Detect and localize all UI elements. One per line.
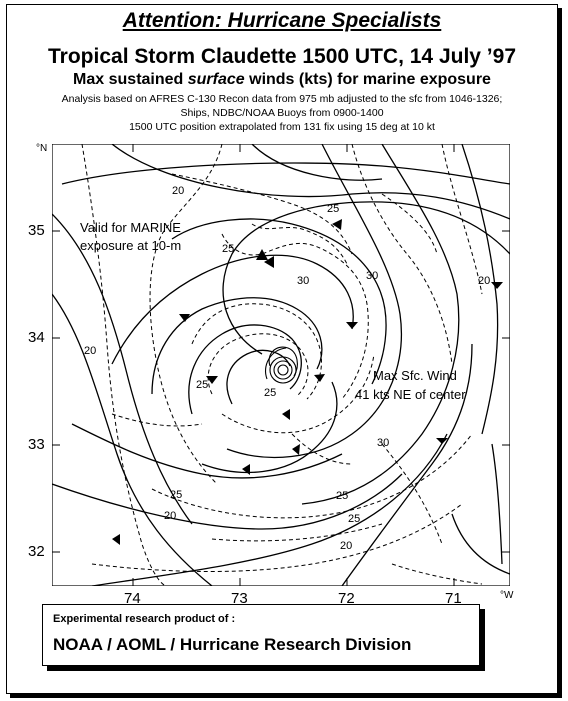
lat-tick-marks (52, 230, 510, 553)
analysis-line: Analysis based on AFRES C-130 Recon data… (61, 93, 503, 105)
isotach-label: 30 (297, 275, 309, 287)
flow-arrows (112, 219, 503, 545)
isotach-label: 20 (478, 275, 490, 287)
subtitle-part-2: surface (187, 71, 245, 88)
isotach-label: 25 (336, 490, 348, 502)
subtitle-part-3: winds (kts) for marine exposure (244, 71, 491, 88)
lon-tick-label: 71 (445, 590, 462, 607)
lat-tick-label: 34 (28, 329, 45, 346)
position-line: 1500 UTC position extrapolated from 131 … (129, 121, 435, 133)
lat-tick-label: 32 (28, 543, 45, 560)
subtitle-part-1: Max sustained (73, 71, 188, 88)
ships-line: Ships, NDBC/NOAA Buoys from 0900-1400 (180, 107, 384, 119)
lon-tick-label: 72 (338, 590, 355, 607)
isotach-label: 20 (84, 345, 96, 357)
isotach-label: 25 (222, 243, 234, 255)
isotach-label: 20 (340, 540, 352, 552)
isotach-label: 20 (164, 510, 176, 522)
isotach-label: 25 (196, 379, 208, 391)
lon-tick-label: 74 (124, 590, 141, 607)
max-wind-line-2: 41 kts NE of center (355, 387, 466, 402)
isotach-label: 30 (366, 270, 378, 282)
isotach-label: 20 (172, 185, 184, 197)
credit-box: Experimental research product of : NOAA … (42, 604, 480, 666)
isotachs (81, 144, 483, 586)
isotach-label: 25 (348, 513, 360, 525)
storm-center-spiral (265, 346, 298, 384)
valid-note-line-1: Valid for MARINE (80, 220, 181, 235)
lon-unit-label: °W (500, 590, 514, 601)
credit-line-2: NOAA / AOML / Hurricane Research Divisio… (53, 635, 412, 654)
valid-note-line-2: exposure at 10-m (80, 238, 181, 253)
credit-line-1: Experimental research product of : (53, 613, 236, 625)
lat-tick-label: 33 (28, 436, 45, 453)
isotach-label: 25 (264, 387, 276, 399)
isotach-label: 25 (327, 203, 339, 215)
lat-unit-label: °N (36, 143, 48, 154)
storm-title: Tropical Storm Claudette 1500 UTC, 14 Ju… (48, 45, 516, 68)
map-annotations: Valid for MARINE exposure at 10-m Max Sf… (80, 220, 466, 402)
isotach-label-group: 20 25 25 30 30 25 20 25 30 25 25 20 25 2… (84, 185, 490, 552)
isotach-label: 25 (170, 489, 182, 501)
streamlines (52, 144, 510, 586)
wind-analysis-map: 20 25 25 30 30 25 20 25 30 25 25 20 25 2… (52, 144, 510, 586)
attention-heading: Attention: Hurricane Specialists (122, 9, 442, 32)
lat-tick-label: 35 (28, 222, 45, 239)
isotach-label: 30 (377, 437, 389, 449)
max-wind-line-1: Max Sfc. Wind (373, 368, 457, 383)
wind-subtitle: Max sustained surface winds (kts) for ma… (7, 71, 557, 89)
lon-tick-label: 73 (231, 590, 248, 607)
